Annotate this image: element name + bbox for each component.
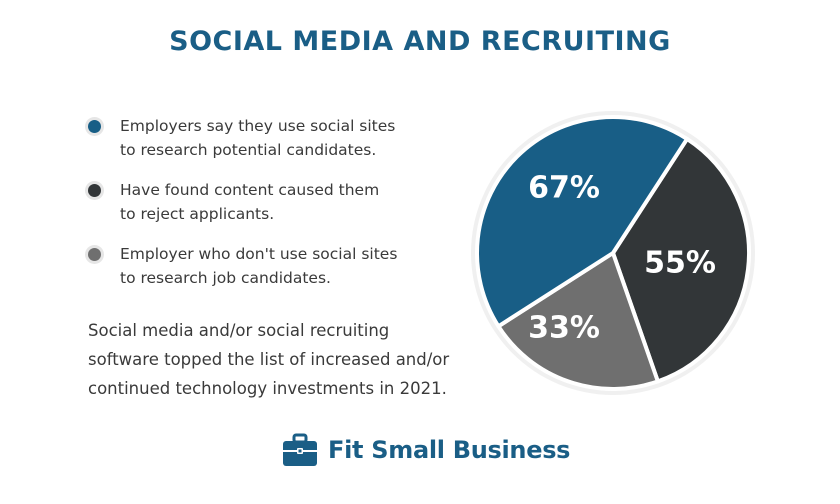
legend-text-line1: Employers say they use social sites	[120, 117, 396, 135]
pie-slice-no-social	[496, 251, 660, 391]
pie-label-research: 67%	[528, 171, 600, 206]
legend-text-line2: to research potential candidates.	[120, 141, 377, 159]
brand-logo: Fit Small Business	[282, 430, 570, 470]
pie-slice-reject	[611, 136, 751, 384]
legend-item-reject: Have found content caused them to reject…	[88, 178, 428, 226]
legend-text-line2: to research job candidates.	[120, 269, 331, 287]
legend-text-line1: Employer who don't use social sites	[120, 245, 398, 263]
summary-note: Social media and/or social recruiting so…	[88, 321, 450, 398]
chart-title: SOCIAL MEDIA AND RECRUITING	[169, 26, 671, 57]
legend-text-line1: Have found content caused them	[120, 181, 380, 199]
legend-dot-icon	[88, 120, 101, 133]
legend-dot-icon	[88, 184, 101, 197]
legend: Employers say they use social sites to r…	[88, 114, 428, 306]
legend-dot-icon	[88, 248, 101, 261]
pie-label-no-social: 33%	[528, 311, 600, 346]
pie-slices	[475, 115, 751, 391]
legend-item-research: Employers say they use social sites to r…	[88, 114, 428, 162]
pie-labels: 67% 55% 33%	[528, 171, 716, 346]
pie-label-reject: 55%	[644, 246, 716, 281]
brand-name: Fit Small Business	[328, 436, 571, 464]
briefcase-icon	[283, 433, 317, 466]
legend-text-line2: to reject applicants.	[120, 205, 275, 223]
legend-item-no-social: Employer who don't use social sites to r…	[88, 242, 428, 290]
pie-slice-research	[475, 115, 690, 329]
